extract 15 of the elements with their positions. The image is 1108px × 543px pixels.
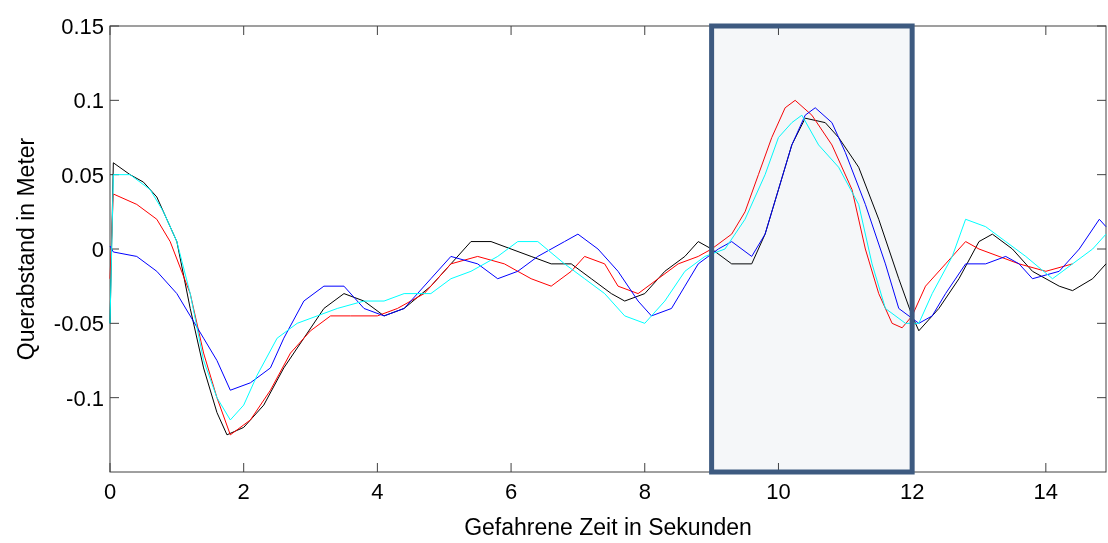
x-tick-label: 6: [504, 479, 518, 504]
y-tick-label: 0: [91, 237, 104, 262]
y-axis-title: Querabstand in Meter: [13, 137, 39, 361]
x-tick-label: 12: [899, 479, 925, 504]
y-tick-label: 0.05: [61, 162, 104, 188]
y-tick-label: -0.1: [66, 385, 104, 411]
x-tick-label: 14: [1033, 479, 1059, 504]
x-tick-label: 2: [237, 479, 250, 504]
y-tick-label: 0.15: [61, 14, 104, 39]
y-tick-label: -0.05: [53, 311, 104, 337]
x-tick-label: 4: [371, 479, 384, 504]
x-tick-label: 10: [766, 479, 791, 504]
x-axis-title: Gefahrene Zeit in Sekunden: [464, 514, 752, 540]
y-tick-label: 0.1: [73, 88, 104, 114]
x-tick-label: 8: [638, 479, 651, 504]
